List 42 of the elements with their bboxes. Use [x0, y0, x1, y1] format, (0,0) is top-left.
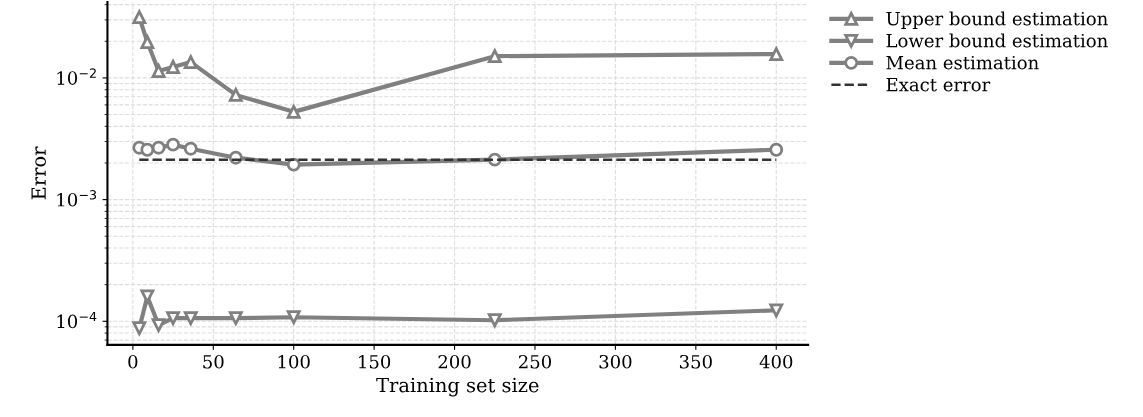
x-tick-label: 150: [359, 354, 391, 369]
x-tick-label: 100: [278, 354, 310, 369]
point: [166, 137, 181, 152]
point: [151, 318, 166, 333]
point: [151, 140, 166, 155]
point: [769, 142, 784, 157]
point: [132, 321, 147, 336]
point: [140, 35, 155, 50]
point: [769, 303, 784, 318]
point: [151, 64, 166, 78]
y-axis-title: Error: [31, 146, 46, 200]
point: [140, 142, 155, 157]
x-tick-label: 50: [203, 354, 224, 369]
x-axis-title: Training set size: [376, 377, 539, 397]
y-tick-label: 10$^{−2}$: [57, 68, 96, 85]
y-tick-label: 10$^{−4}$: [57, 311, 97, 329]
point: [183, 311, 198, 326]
y-tick-label: 10$^{−3}$: [57, 190, 97, 207]
point: [228, 311, 243, 326]
point: [132, 10, 147, 25]
x-tick-label: 300: [599, 354, 632, 369]
point: [769, 47, 784, 62]
point: [286, 104, 301, 119]
legend-label: Upper bound estimation: [886, 11, 1108, 29]
point: [286, 310, 301, 325]
point: [487, 313, 502, 328]
legend-label: Mean estimation: [886, 55, 1039, 70]
x-tick-label: 350: [679, 354, 712, 369]
point: [286, 157, 301, 172]
x-tick-label: 250: [518, 354, 552, 369]
point: [183, 55, 198, 70]
legend-label: Lower bound estimation: [886, 33, 1108, 48]
point: [228, 87, 243, 102]
x-tick-label: 200: [438, 354, 471, 369]
point: [166, 311, 181, 326]
legend-label: Exact error: [886, 78, 991, 92]
point: [140, 289, 155, 304]
point: [487, 49, 502, 64]
point: [166, 60, 181, 74]
x-tick-label: 0: [128, 354, 138, 369]
point: [183, 141, 198, 156]
x-tick-label: 400: [759, 354, 793, 369]
